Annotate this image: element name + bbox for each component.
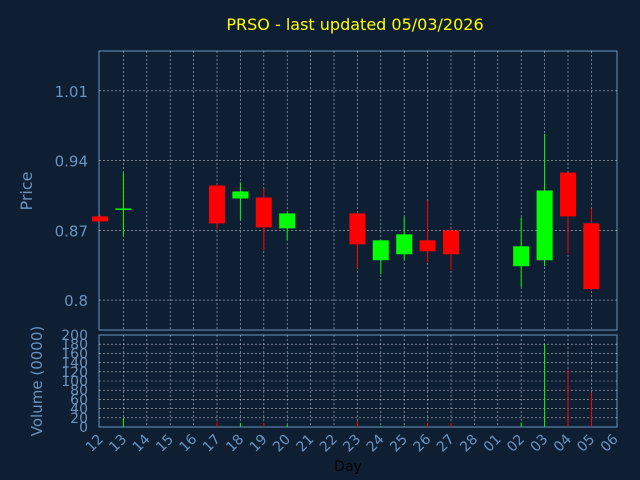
volume-bars <box>122 344 592 427</box>
chart-title: PRSO - last updated 05/03/2026 <box>226 15 483 34</box>
candle-body <box>372 240 389 261</box>
candle-body <box>513 246 530 267</box>
price-tick-label: 0.87 <box>55 222 88 240</box>
candle-body <box>232 191 249 199</box>
day-tick-label: 25 <box>387 432 411 456</box>
day-tick-label: 05 <box>574 432 598 456</box>
price-axis-label: Price <box>17 171 36 210</box>
candle-body <box>349 213 366 245</box>
volume-tick-label: 0 <box>79 420 88 436</box>
day-tick-label: 13 <box>106 432 130 456</box>
day-tick-labels: 12 13 14 15 16 17 18 19 20 21 22 23 24 25 26 27 28 01 02 03… <box>83 431 622 455</box>
day-tick-label: 26 <box>411 431 435 455</box>
day-tick-label: 01 <box>481 432 505 456</box>
day-tick-label: 19 <box>247 432 271 456</box>
volume-axis-label: Volume (0000) <box>28 326 46 436</box>
day-tick-label: 14 <box>130 431 154 455</box>
price-tick-labels: 0.8 0.87 0.94 1.01 <box>55 83 88 310</box>
day-tick-label: 28 <box>457 432 481 456</box>
volume-tick-label: 40 <box>70 402 88 418</box>
day-tick-label: 21 <box>294 432 318 456</box>
x-axis-label: Day <box>334 459 362 475</box>
volume-tick-label: 80 <box>70 383 88 399</box>
price-tick-label: 0.8 <box>64 292 88 310</box>
day-tick-label: 18 <box>223 432 247 456</box>
day-tick-label: 04 <box>551 431 575 455</box>
day-tick-label: 16 <box>177 431 201 455</box>
day-tick-label: 03 <box>528 432 552 456</box>
volume-tick-label: 20 <box>70 411 88 427</box>
volume-tick-label: 180 <box>61 337 88 353</box>
volume-tick-label: 100 <box>61 374 88 390</box>
price-tick-label: 1.01 <box>55 83 88 101</box>
candle-body <box>255 197 272 228</box>
candle-body <box>396 234 413 255</box>
candle-body <box>209 185 225 224</box>
day-tick-label: 02 <box>504 432 528 456</box>
day-tick-label: 15 <box>153 432 177 456</box>
candle-body <box>560 172 576 217</box>
volume-plot-frame <box>98 334 618 428</box>
candle-body <box>115 208 132 210</box>
day-tick-label: 22 <box>317 432 341 456</box>
volume-tick-label: 120 <box>61 365 88 381</box>
day-tick-label: 17 <box>200 432 224 456</box>
day-tick-label: 23 <box>340 432 364 456</box>
candle-body <box>279 213 296 229</box>
volume-tick-label: 160 <box>61 346 88 362</box>
candle-body <box>92 216 108 222</box>
volume-tick-label: 140 <box>61 356 88 372</box>
price-plot-frame <box>98 50 618 331</box>
day-tick-label: 27 <box>434 432 458 456</box>
day-tick-label: 24 <box>364 431 388 455</box>
candle-body <box>443 230 459 255</box>
price-tick-label: 0.94 <box>55 153 88 171</box>
day-tick-label: 20 <box>270 432 294 456</box>
candle-body <box>536 190 553 261</box>
volume-tick-label: 200 <box>61 328 88 344</box>
candle-body <box>419 240 436 252</box>
price-candles <box>92 133 600 291</box>
day-tick-label: 06 <box>598 431 622 455</box>
volume-tick-label: 60 <box>70 392 88 408</box>
candle-body <box>583 223 600 290</box>
